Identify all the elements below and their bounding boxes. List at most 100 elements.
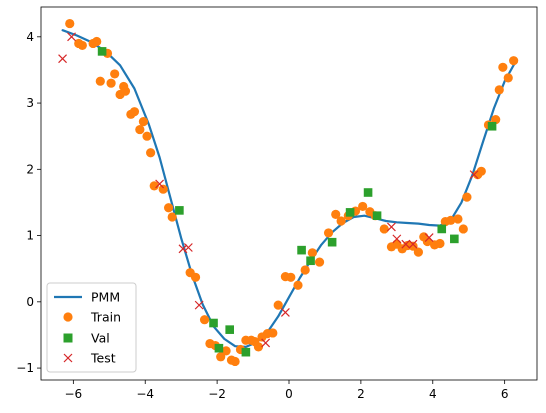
train-point [167,212,177,222]
val-point [437,224,447,234]
legend-test-label: Test [90,351,116,366]
legend-train-label: Train [90,310,121,325]
y-axis: −1 0 1 2 3 4 [16,30,41,375]
y-tick-label: −1 [16,361,34,375]
train-point [77,40,87,51]
x-tick-label: 4 [429,387,437,401]
val-point [241,347,251,357]
train-point [110,69,120,79]
test-point [387,222,396,232]
x-tick-label: 2 [357,387,365,401]
train-point [446,215,456,225]
train-point [336,216,346,226]
y-tick-label: 0 [26,295,34,309]
train-point [163,203,174,213]
train-point [413,247,423,257]
train-point [120,86,131,96]
val-point [214,343,224,353]
test-point [392,234,402,244]
legend: PMM Train Val Test [46,282,137,373]
train-point [293,280,303,290]
train-point [300,265,310,275]
train-point [199,315,210,325]
train-point [230,356,240,367]
val-point [175,206,184,215]
train-point [221,346,231,356]
train-point [307,248,317,258]
train-point [422,236,432,247]
val-point [372,211,382,220]
legend-test-swatch [63,353,73,363]
x-axis: −6 −4 −2 0 2 4 6 [64,380,508,401]
x-tick-label: 6 [501,387,509,401]
val-point [345,208,355,217]
train-point [491,115,501,125]
test-point [469,170,479,180]
test-point [401,239,411,249]
val-point [487,121,497,131]
train-point [331,209,341,219]
train-point [158,184,168,194]
train-point [286,272,296,282]
train-point [314,257,325,267]
train-point [453,214,463,224]
train-point [92,36,102,47]
train-point [503,73,513,83]
val-point [306,256,315,266]
train-point [190,272,201,282]
series-test [58,32,479,348]
test-point [408,239,418,249]
train-point [476,166,486,176]
legend-val-label: Val [91,331,110,346]
train-point [129,107,140,117]
val-point [327,237,337,247]
train-point [95,76,105,86]
train-point [142,131,152,141]
val-point [297,245,306,255]
val-point [450,234,459,244]
train-point [408,241,418,251]
legend-train-swatch [63,312,73,322]
train-point [65,18,75,29]
test-point [194,300,204,310]
x-tick-label: 0 [285,387,293,401]
train-point [146,148,156,158]
series-val [97,47,497,357]
train-point [149,181,159,191]
train-point [458,224,468,234]
y-tick-label: 2 [26,162,34,176]
val-point [209,318,218,328]
x-tick-label: −2 [208,387,226,401]
train-point [498,62,508,72]
test-point [67,32,76,42]
train-point [253,342,264,352]
train-point [358,201,368,212]
legend-box [46,282,137,373]
plot-content [58,18,519,367]
train-point [323,228,334,238]
val-point [225,325,234,334]
train-point [435,238,445,249]
train-point [268,328,278,338]
test-point [58,54,67,64]
x-tick-label: −6 [64,387,82,401]
train-point [138,117,149,127]
y-tick-label: 1 [26,229,34,243]
y-tick-label: 4 [26,30,34,44]
y-tick-label: 3 [26,96,34,110]
train-point [135,124,145,135]
train-point [509,56,519,66]
train-point [106,78,116,88]
train-point [273,300,283,310]
test-point [178,244,188,254]
series-train [65,18,519,367]
x-tick-label: −4 [136,387,154,401]
val-point [97,47,107,56]
legend-pmm-label: PMM [91,290,120,305]
legend-val-swatch [63,333,73,343]
val-point [363,188,373,197]
test-point [261,338,271,348]
test-point [183,243,193,252]
train-point [494,85,504,95]
